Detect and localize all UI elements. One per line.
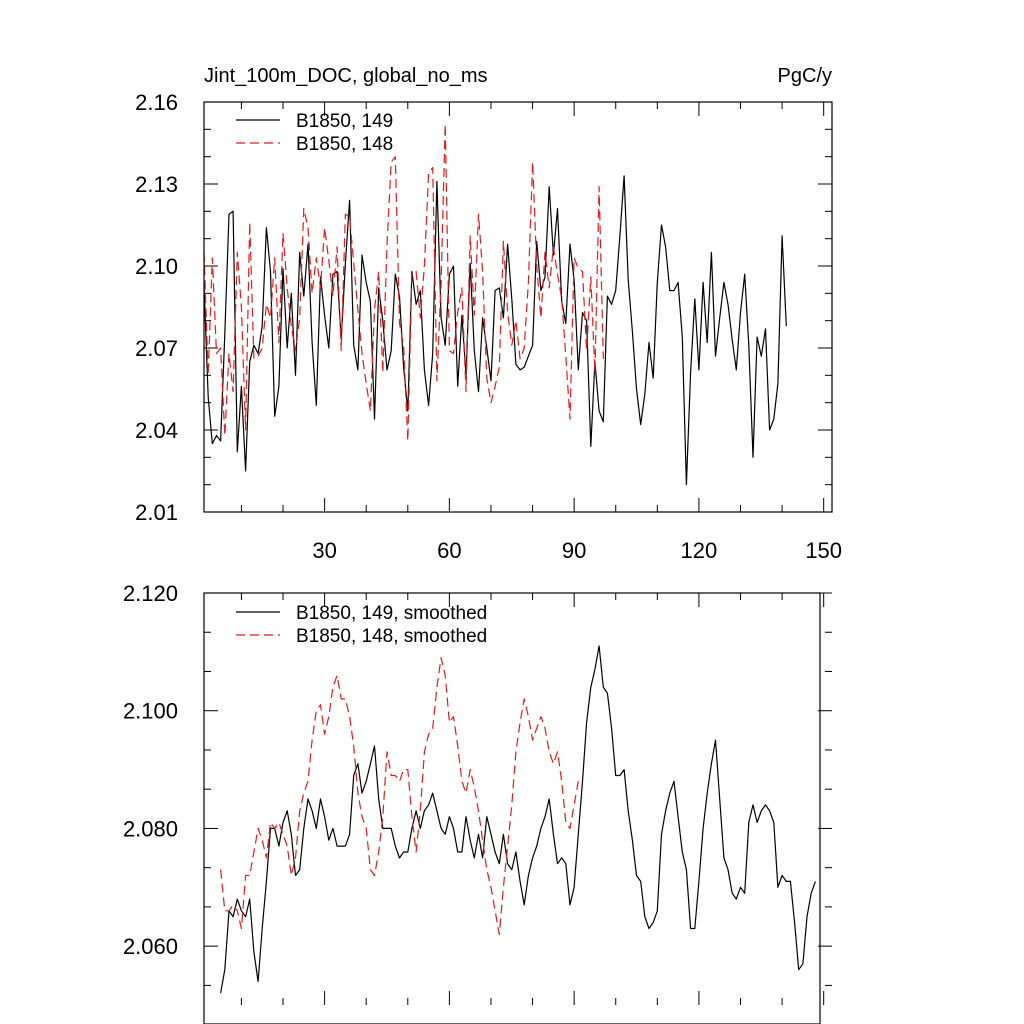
bottom-plot-frame: [203, 592, 821, 1024]
bottom-panel: 2.060 2.080 2.100 2.120 B1850, 149, smoothe…: [123, 581, 832, 1024]
bottom-series-b1850-148-smoothed: [220, 657, 579, 936]
bottom-series-b1850-149-smoothed: [220, 645, 816, 994]
bottom-ytick-label: 2.100: [123, 699, 178, 724]
bottom-axes: 2.060 2.080 2.100 2.120: [123, 581, 832, 1005]
legend-label-149: B1850, 149: [296, 111, 393, 132]
bottom-ytick-label: 2.080: [123, 816, 178, 841]
legend-label-149-smoothed: B1850, 149, smoothed: [296, 603, 487, 624]
top-ytick-label: 2.13: [135, 172, 178, 197]
top-xtick-label: 150: [805, 538, 842, 563]
top-axes: 2.01 2.04 2.07 2.10 2.13 2.16 30 60 90 120 150: [135, 90, 842, 563]
top-title-left: Jint_100m_DOC, global_no_ms: [204, 65, 488, 87]
bottom-ytick-label: 2.120: [123, 581, 178, 606]
legend-label-148-smoothed: B1850, 148, smoothed: [296, 626, 487, 647]
bottom-series-lines: [220, 645, 816, 994]
legend-label-148: B1850, 148: [296, 134, 393, 155]
top-xtick-label: 90: [562, 538, 586, 563]
bottom-ytick-label: 2.060: [123, 934, 178, 959]
top-series-b1850-148: [203, 123, 604, 442]
top-series-lines: [203, 123, 787, 486]
top-series-b1850-149: [203, 175, 787, 486]
top-ytick-label: 2.01: [135, 500, 178, 525]
top-ytick-label: 2.07: [135, 336, 178, 361]
bottom-legend: B1850, 149, smoothed B1850, 148, smoothe…: [236, 603, 487, 647]
top-ytick-label: 2.16: [135, 90, 178, 115]
top-panel: Jint_100m_DOC, global_no_ms PgC/y 2.012.…: [135, 65, 842, 563]
top-title-units: PgC/y: [778, 65, 832, 87]
top-plot-frame: [203, 101, 833, 513]
top-xtick-label: 120: [681, 538, 718, 563]
top-xtick-label: 60: [437, 538, 461, 563]
top-ytick-label: 2.10: [135, 254, 178, 279]
top-legend: B1850, 149 B1850, 148: [236, 111, 393, 155]
top-ytick-label: 2.04: [135, 418, 178, 443]
top-xtick-label: 30: [312, 538, 336, 563]
